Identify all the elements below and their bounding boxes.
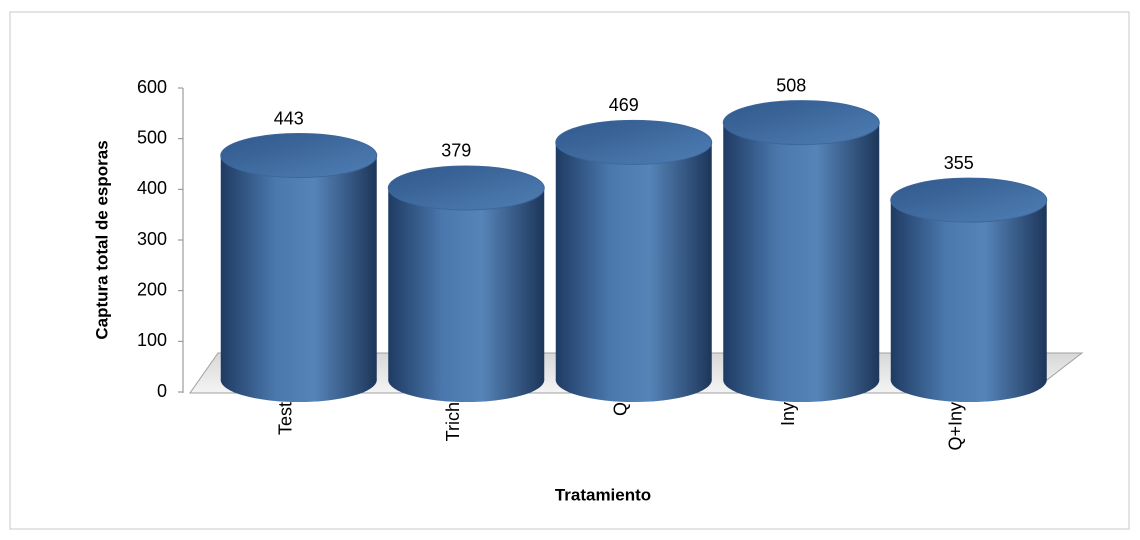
y-tick-label: 600 [137,77,167,97]
cylinder-cap [221,134,377,178]
y-tick-label: 400 [137,178,167,198]
bar [221,156,377,380]
y-tick-label: 200 [137,279,167,299]
cylinder-cap [723,101,879,145]
x-tick-label: Trich [443,402,463,441]
value-label: 508 [776,75,806,95]
x-tick-label: Q+Iny [946,402,966,451]
x-tick-label: Test [276,402,296,435]
y-tick-label: 100 [137,330,167,350]
bar [556,142,712,380]
chart: Captura total de esporas Tratamiento 0 10… [0,0,1140,540]
bar [723,123,879,380]
cylinder-cap [388,166,544,210]
cylinder-cap [556,120,712,164]
cylinder-cap [891,178,1047,222]
y-tick-label: 300 [137,229,167,249]
value-label: 379 [441,141,471,161]
value-label: 443 [274,108,304,128]
x-tick-label: Q [611,402,631,416]
value-label: 469 [609,95,639,115]
x-tick-label: Iny [778,402,798,426]
y-axis-title: Captura total de esporas [92,140,111,339]
y-tick-label: 500 [137,127,167,147]
bar [388,188,544,380]
y-tick-label: 0 [157,381,167,401]
bar [891,200,1047,380]
value-label: 355 [944,153,974,173]
x-axis-title: Tratamiento [555,485,651,504]
